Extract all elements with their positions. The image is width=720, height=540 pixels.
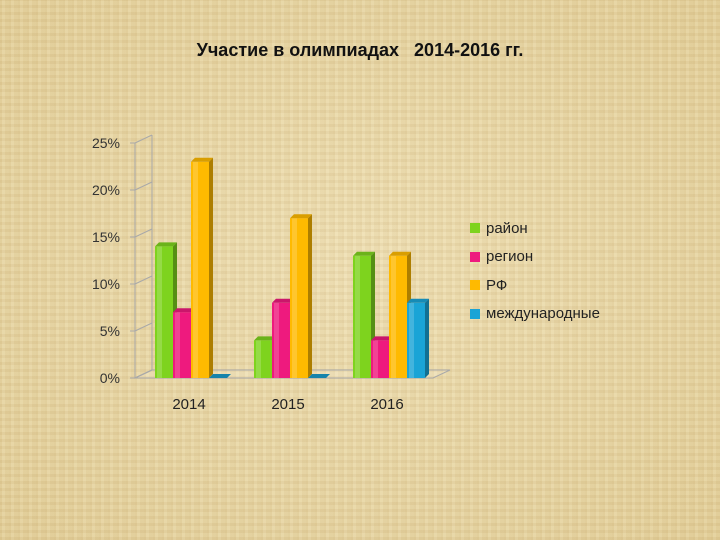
y-tick-label: 0% (100, 370, 120, 386)
bar (407, 298, 429, 378)
legend-swatch (470, 308, 480, 319)
y-tick-depth (134, 134, 153, 144)
y-tick-depth (134, 181, 153, 191)
y-tick-depth (134, 322, 153, 332)
legend-item: регион (470, 243, 600, 272)
legend-swatch (470, 251, 480, 262)
y-tick-depth (134, 228, 153, 238)
chart-title: Участие в олимпиадах 2014-2016 гг. (196, 40, 524, 60)
y-tick-depth (134, 275, 153, 285)
legend-label: район (486, 219, 528, 237)
x-tick-label: 2015 (271, 396, 304, 413)
legend-item: РФ (470, 271, 600, 300)
legend-item: международные (470, 300, 600, 329)
legend-label: регион (486, 248, 534, 266)
legend: район регион РФ международные (470, 214, 600, 328)
x-tick-label: 2014 (172, 396, 205, 413)
bar (191, 157, 213, 378)
y-tick-label: 20% (92, 182, 120, 198)
y-tick-label: 25% (92, 135, 120, 151)
legend-label: РФ (486, 276, 508, 294)
bar (209, 374, 231, 378)
y-tick-label: 10% (92, 276, 120, 292)
x-tick-label: 2016 (370, 396, 403, 413)
legend-swatch (470, 223, 480, 234)
y-tick-label: 5% (100, 323, 120, 339)
bar (308, 374, 330, 378)
y-tick-depth (134, 369, 153, 379)
legend-item: район (470, 214, 600, 243)
bar (290, 214, 312, 378)
legend-swatch (470, 280, 480, 291)
bar (353, 251, 375, 378)
legend-label: международные (486, 305, 600, 323)
y-tick-label: 15% (92, 229, 120, 245)
